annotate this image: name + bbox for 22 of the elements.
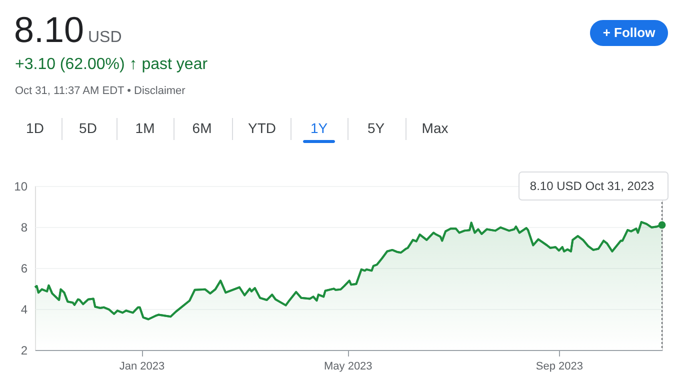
y-tick-label: 4	[20, 302, 28, 316]
x-tick-label: Jan 2023	[119, 360, 165, 372]
y-tick-label: 10	[14, 180, 28, 194]
text: + Follow	[602, 25, 656, 40]
y-tick-label: 8	[20, 220, 28, 234]
text: 6M	[192, 120, 212, 136]
y-tick-label: 2	[20, 344, 28, 358]
x-tick-label: Sep 2023	[536, 360, 583, 372]
text: 1D	[26, 120, 44, 136]
chart-title: 8.10	[14, 9, 84, 50]
text: 1M	[135, 120, 155, 136]
text: 5Y	[367, 120, 386, 136]
text: Max	[422, 120, 448, 136]
x-tick-label: May 2023	[324, 360, 372, 372]
text: 5D	[79, 120, 97, 136]
text: YTD	[248, 120, 276, 136]
y-tick-label: 6	[20, 262, 28, 276]
annotation: 8.10 USD Oct 31, 2023	[530, 179, 654, 193]
text: USD	[88, 29, 122, 46]
text: +3.10 (62.00%) ↑ past year	[15, 56, 208, 73]
text: 1Y	[310, 120, 328, 136]
text: Oct 31, 11:37 AM EDT • Disclaimer	[15, 85, 186, 97]
